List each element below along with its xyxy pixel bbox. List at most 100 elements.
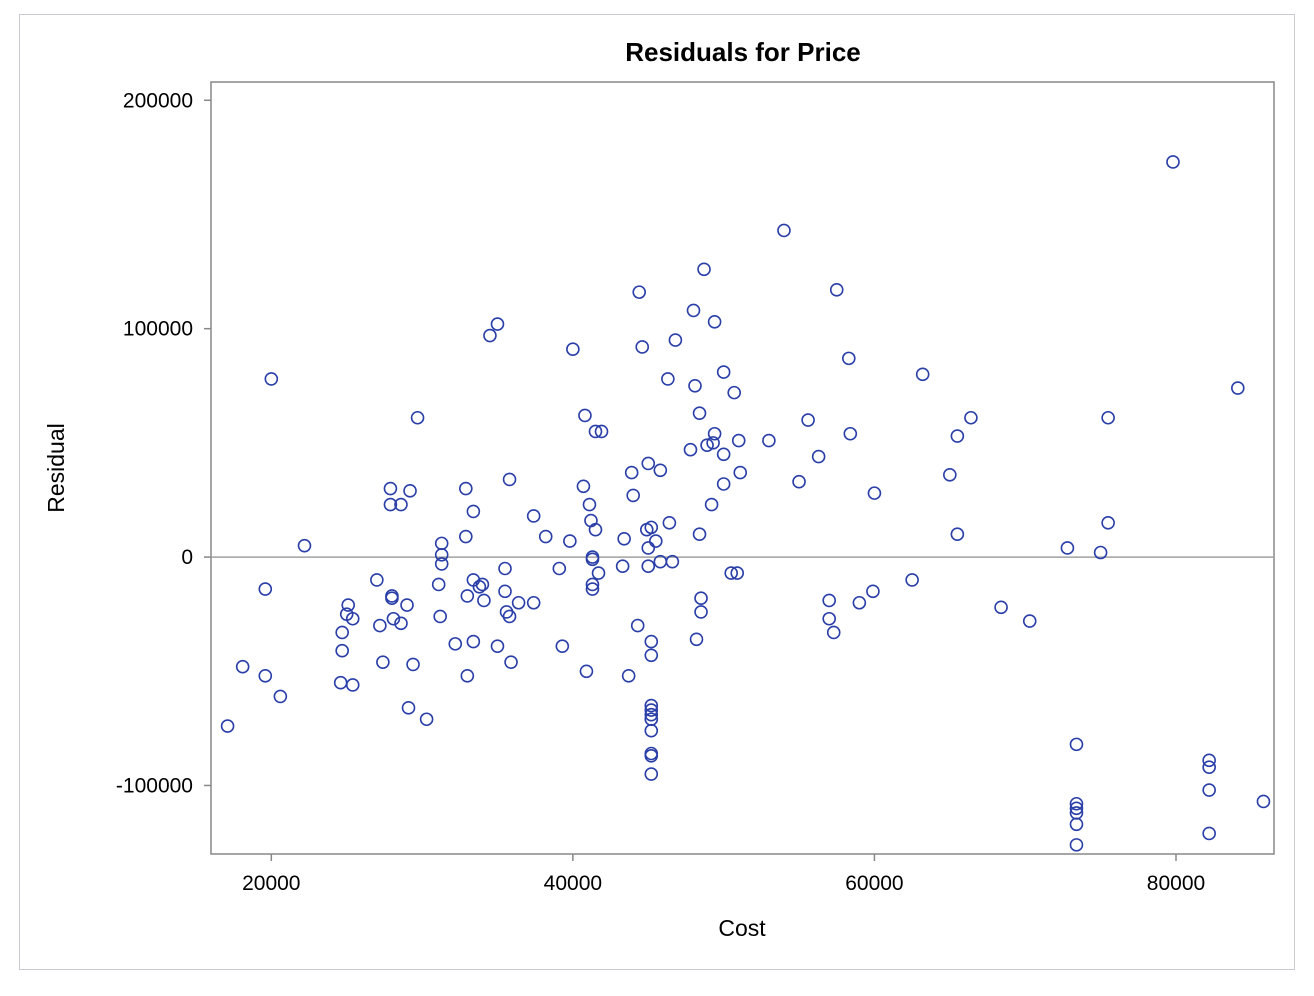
data-point (700, 438, 714, 452)
data-point (475, 577, 490, 592)
data-point (727, 385, 742, 400)
data-point (822, 593, 836, 608)
data-point (689, 632, 704, 647)
data-point (410, 410, 425, 425)
data-point (386, 611, 401, 626)
data-point (635, 340, 650, 354)
data-point (950, 429, 965, 443)
data-point (731, 433, 746, 448)
data-point (498, 561, 512, 576)
data-point (730, 566, 745, 580)
data-point (333, 675, 348, 690)
data-point (335, 625, 349, 640)
data-point (460, 669, 475, 683)
data-point (1069, 817, 1084, 832)
data-point (915, 367, 930, 382)
data-point (341, 598, 356, 612)
data-point (649, 534, 663, 548)
data-point (716, 477, 731, 491)
data-point (644, 707, 659, 722)
data-point (644, 520, 659, 535)
data-point (433, 609, 447, 624)
data-point (1069, 801, 1084, 816)
data-point (1093, 545, 1108, 560)
data-point (688, 378, 702, 393)
data-point (626, 488, 640, 503)
data-point (220, 719, 235, 733)
x-tick-label: 80000 (1147, 872, 1205, 895)
y-tick-label: 200000 (123, 89, 193, 112)
data-point (615, 559, 630, 574)
data-point (483, 328, 497, 343)
data-point (335, 643, 349, 658)
data-point (576, 479, 591, 494)
data-point (394, 497, 408, 512)
data-point (792, 474, 806, 489)
chart-title: Residuals for Price (625, 37, 861, 67)
data-point (943, 468, 957, 482)
data-point (526, 595, 541, 610)
data-point (706, 436, 720, 450)
data-point (563, 534, 577, 548)
data-point (624, 465, 639, 480)
x-axis-label: Cost (718, 915, 766, 941)
y-tick-label: 100000 (123, 318, 193, 341)
data-point (434, 557, 449, 571)
data-point (644, 634, 659, 649)
data-point (1202, 783, 1216, 797)
data-point (526, 509, 541, 523)
data-point (552, 561, 567, 576)
data-point (665, 554, 680, 569)
data-point (588, 522, 603, 537)
data-point (694, 591, 708, 605)
data-point (394, 616, 408, 631)
data-point (694, 605, 708, 619)
data-point (724, 566, 738, 580)
data-point (498, 584, 512, 599)
data-point (490, 639, 505, 653)
data-point (459, 481, 473, 496)
data-point (841, 351, 856, 366)
data-point (692, 527, 707, 542)
data-point (621, 669, 636, 683)
data-point (594, 424, 609, 439)
data-point (466, 504, 481, 519)
data-point (370, 573, 384, 587)
data-point (504, 655, 518, 669)
data-point (826, 625, 841, 640)
data-point (1101, 410, 1115, 425)
data-point (566, 342, 580, 357)
data-point (383, 497, 398, 512)
data-point (373, 618, 387, 633)
data-point (345, 678, 360, 692)
data-point (1060, 541, 1075, 555)
data-point (459, 529, 473, 544)
data-point (490, 317, 505, 331)
data-point (829, 283, 844, 297)
x-tick-label: 60000 (845, 872, 903, 895)
data-point (511, 595, 526, 610)
data-point (632, 285, 647, 299)
data-point (588, 424, 603, 439)
data-point (406, 657, 420, 672)
data-point (1069, 737, 1084, 752)
y-tick-label: -100000 (116, 774, 193, 797)
data-point (716, 365, 731, 379)
data-point (502, 472, 517, 487)
data-point (582, 497, 597, 512)
data-point (585, 582, 600, 596)
data-point (585, 552, 600, 567)
data-point (704, 497, 719, 512)
data-point (762, 433, 776, 448)
x-tick-label: 20000 (242, 872, 300, 895)
data-points (220, 155, 1271, 852)
data-point (502, 609, 517, 624)
data-point (376, 655, 390, 669)
data-point (905, 573, 919, 587)
x-tick-label: 40000 (544, 872, 602, 895)
data-point (707, 426, 722, 441)
data-point (950, 527, 965, 542)
data-point (448, 637, 463, 651)
data-point (866, 584, 880, 599)
